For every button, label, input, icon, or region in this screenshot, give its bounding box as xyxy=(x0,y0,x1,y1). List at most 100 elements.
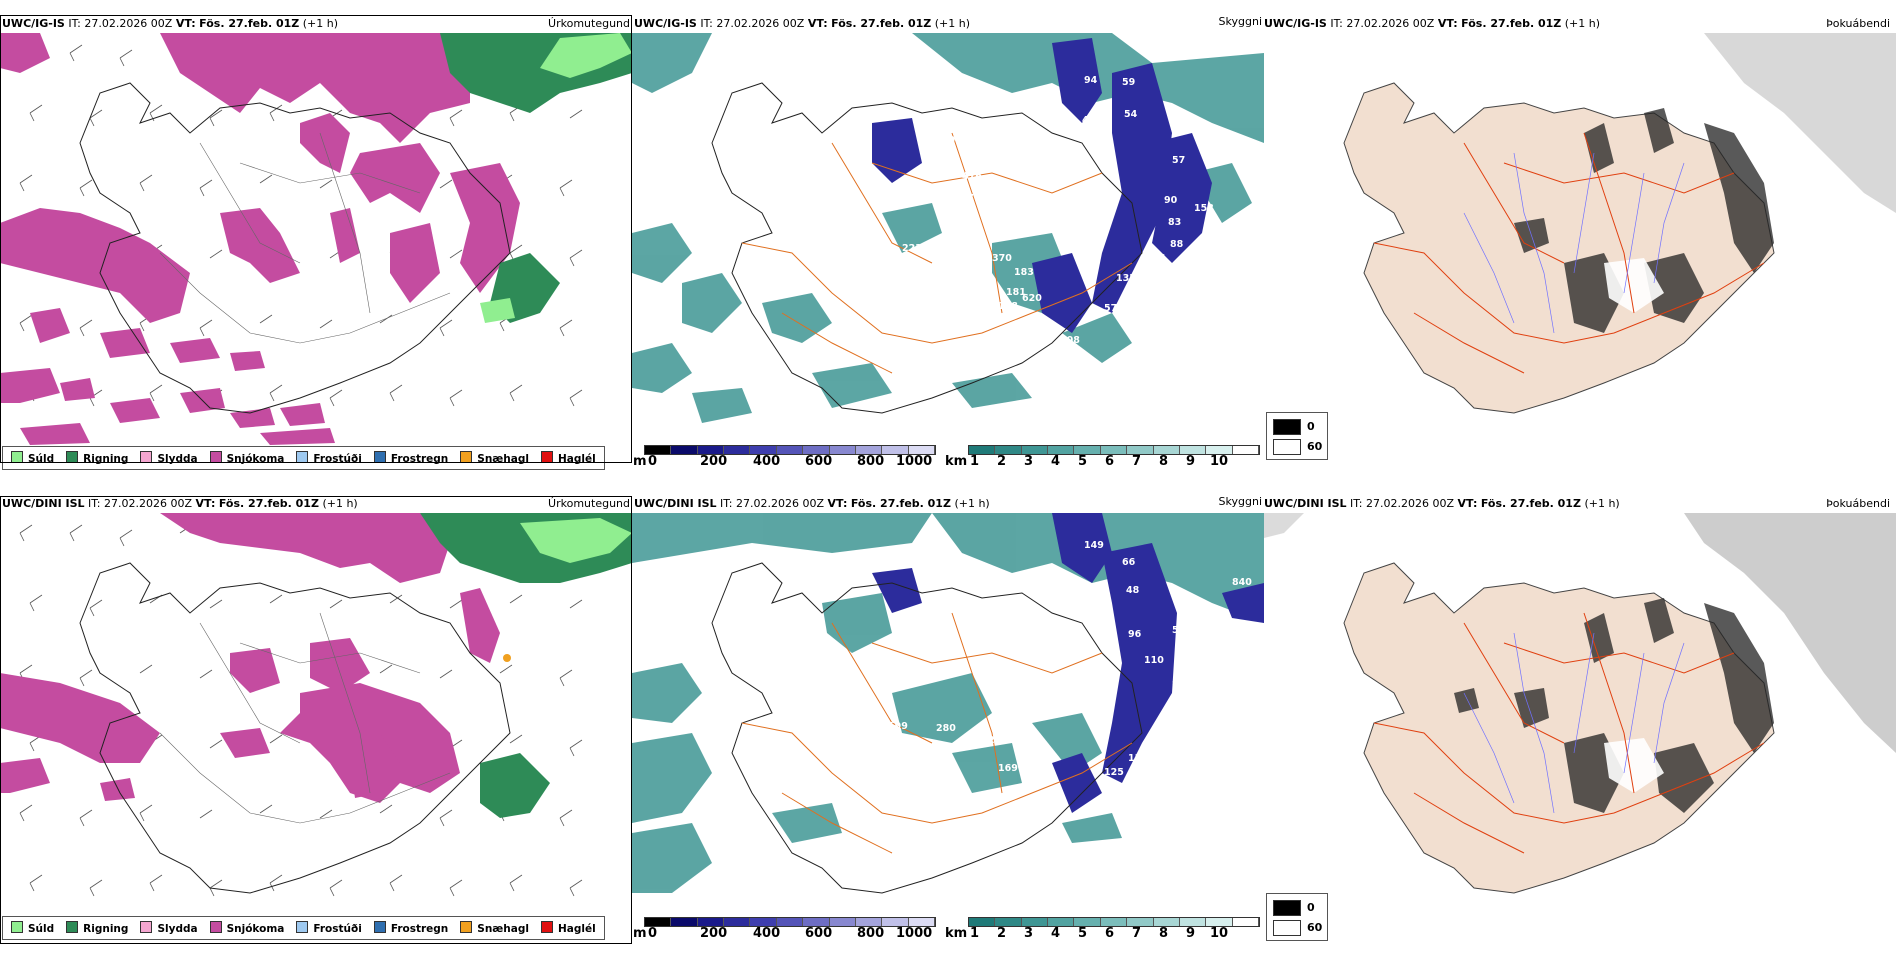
visibility-tick: 6 xyxy=(1105,454,1115,469)
cloudbase-label: 477 xyxy=(954,193,974,204)
it-value: 27.02.2026 00Z xyxy=(736,497,825,510)
panel-header: UWC/DINI ISL IT: 27.02.2026 00Z VT: Fös.… xyxy=(634,497,990,510)
visibility-map-igis: 94 59 780 322 491 54 798 57 116 47 476 4… xyxy=(632,13,1264,483)
cloudbase-tick: 400 xyxy=(753,926,781,941)
fog-indicator-light-areas xyxy=(1604,258,1664,313)
legend-item: Snjókoma xyxy=(209,921,284,935)
legend-item: Frostregn xyxy=(373,921,448,935)
cloudbase-tick: 800 xyxy=(857,454,885,469)
panel-header: UWC/DINI ISL IT: 27.02.2026 00Z VT: Fös.… xyxy=(2,497,358,510)
cloudbase-label: 48 xyxy=(1126,585,1140,596)
model-name: UWC/IG-IS xyxy=(634,17,697,30)
precip-type-panel-dini: UWC/DINI ISL IT: 27.02.2026 00Z VT: Fös.… xyxy=(0,493,632,963)
fog-sea-area xyxy=(1704,33,1896,213)
cloudbase-tick: 1000 xyxy=(896,926,933,941)
cloudbase-label: 62 xyxy=(1140,773,1153,784)
cloudbase-label: 116 xyxy=(924,151,944,162)
cloudbase-labels: 94 59 780 322 491 54 798 57 116 47 476 4… xyxy=(862,75,1214,394)
cloudbase-label: 96 xyxy=(1128,629,1142,640)
forecast-offset: (+1 h) xyxy=(934,17,971,30)
legend-item: Slydda xyxy=(140,921,198,935)
cloudbase-label: 57 xyxy=(1172,155,1185,166)
forecast-offset: (+1 h) xyxy=(1584,497,1620,510)
snow-areas xyxy=(0,513,500,803)
visibility-tick: 5 xyxy=(1078,454,1088,469)
roads xyxy=(159,132,451,344)
cloudbase-label: 798 xyxy=(942,135,962,146)
cloudbase-label: 24 xyxy=(932,383,946,394)
cloudbase-label: 538 xyxy=(928,623,948,634)
vt-value: Fös. 27.feb. 01Z xyxy=(850,497,951,510)
panel-header: UWC/IG-IS IT: 27.02.2026 00Z VT: Fös. 27… xyxy=(634,17,970,30)
fog-sea-area xyxy=(1264,513,1304,538)
cloudbase-label: 54 xyxy=(1172,625,1186,636)
model-name: UWC/DINI ISL xyxy=(2,497,85,510)
vt-value: Fös. 27.feb. 01Z xyxy=(199,17,300,30)
panel-title: Skyggni xyxy=(1218,495,1262,508)
cloudbase-tick: 400 xyxy=(753,454,781,469)
cloudbase-label: 66 xyxy=(1122,557,1136,568)
cloudbase-label: 276 xyxy=(1196,693,1216,704)
cloudbase-label: 110 xyxy=(1144,655,1164,666)
cloudbase-label: 108 xyxy=(1060,335,1080,346)
cloudbase-label: 825 xyxy=(1062,579,1082,590)
fog-panel-igis: UWC/IG-IS IT: 27.02.2026 00Z VT: Fös. 27… xyxy=(1264,13,1896,483)
visibility-tick: 3 xyxy=(1024,926,1034,941)
it-label: IT: xyxy=(700,17,713,30)
visibility-tick: 7 xyxy=(1132,926,1142,941)
rain-areas xyxy=(440,33,632,323)
cloudbase-label: 78 xyxy=(1144,739,1158,750)
cloudbase-label: 60 xyxy=(1132,285,1146,296)
visibility-tick: 2 xyxy=(997,454,1007,469)
cloudbase-label: 780 xyxy=(977,105,997,116)
visibility-tick: 4 xyxy=(1051,454,1061,469)
it-value: 27.02.2026 00Z xyxy=(1366,497,1455,510)
precip-type-legend: Súld Rigning Slydda Snjókoma Frostúði Fr… xyxy=(2,916,605,940)
vt-value: Fös. 27.feb. 01Z xyxy=(831,17,932,30)
low-cloudbase-areas xyxy=(872,38,1212,333)
it-label: IT: xyxy=(1330,17,1343,30)
visibility-panel-dini: 149 66 487 825 48 840 338 538 54 96 110 … xyxy=(632,493,1264,963)
panel-header: UWC/IG-IS IT: 27.02.2026 00Z VT: Fös. 27… xyxy=(2,17,338,30)
cloudbase-label: 106 xyxy=(1200,655,1220,666)
cloudbase-label: 519 xyxy=(1040,673,1060,684)
cloudbase-label: 88 xyxy=(1170,239,1184,250)
cloudbase-tick: 0 xyxy=(648,926,658,941)
vt-value: Fös. 27.feb. 01Z xyxy=(1480,497,1581,510)
iceland-coastline xyxy=(711,82,1143,414)
cloudbase-unit: m xyxy=(633,926,647,941)
map-frame xyxy=(0,496,632,944)
cloudbase-label: 88 xyxy=(1172,679,1186,690)
visibility-unit: km xyxy=(945,926,968,941)
snow-areas xyxy=(0,33,520,445)
fog-legend-min: 0 xyxy=(1307,420,1315,433)
rivers xyxy=(1463,632,1685,814)
cloudbase-label: 415 xyxy=(862,269,882,280)
visibility-colorbar-swatches xyxy=(968,445,1260,455)
cloudbase-label: 47 xyxy=(928,171,941,182)
visibility-tick: 1 xyxy=(970,454,980,469)
visibility-tick: 1 xyxy=(970,926,980,941)
cloudbase-label: 491 xyxy=(1082,115,1102,126)
visibility-tick: 9 xyxy=(1186,926,1196,941)
panel-header: UWC/IG-IS IT: 27.02.2026 00Z VT: Fös. 27… xyxy=(1264,17,1600,30)
vt-value: Fös. 27.feb. 01Z xyxy=(218,497,319,510)
it-value: 27.02.2026 00Z xyxy=(84,17,173,30)
visibility-tick: 2 xyxy=(997,926,1007,941)
fog-sea-area xyxy=(1684,513,1896,753)
cloudbase-tick: 0 xyxy=(648,454,658,469)
it-value: 27.02.2026 00Z xyxy=(716,17,805,30)
iceland-coastline xyxy=(711,562,1143,894)
cloudbase-label: 158 xyxy=(864,735,884,746)
visibility-colorbar: km 1 2 3 4 5 6 7 8 9 10 xyxy=(944,445,1262,469)
it-label: IT: xyxy=(1350,497,1363,510)
visibility-tick: 8 xyxy=(1159,926,1169,941)
it-label: IT: xyxy=(88,497,101,510)
cloudbase-label: 125 xyxy=(1104,767,1124,778)
cloudbase-unit: m xyxy=(633,454,647,469)
iceland-land xyxy=(1343,82,1775,414)
cloudbase-label: 338 xyxy=(942,603,962,614)
forecast-offset: (+1 h) xyxy=(954,497,990,510)
roads xyxy=(1373,132,1765,374)
